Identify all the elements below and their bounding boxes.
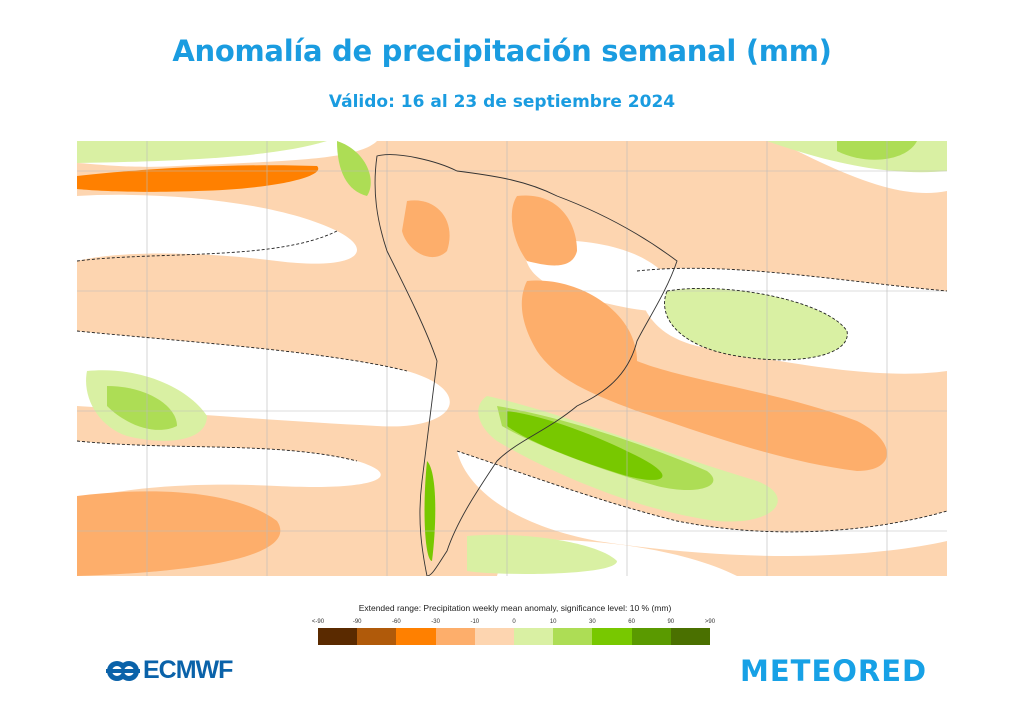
legend-swatch <box>553 628 593 645</box>
ecmwf-logo-text: ECMWF <box>143 656 233 684</box>
precipitation-anomaly-map <box>77 141 947 576</box>
legend-tick: 60 <box>628 619 635 625</box>
legend-tick: -60 <box>392 619 401 625</box>
legend-tick: 90 <box>667 619 675 625</box>
legend-tick: 30 <box>589 619 596 625</box>
legend-swatch <box>357 628 397 645</box>
legend-tick: >90 <box>704 619 716 625</box>
legend-swatch <box>396 628 436 645</box>
south-america-coastline <box>374 154 678 576</box>
dry-moderate-areas <box>77 195 887 576</box>
validity-subtitle: Válido: 16 al 23 de septiembre 2024 <box>328 92 676 112</box>
legend-tick: 10 <box>549 619 557 625</box>
significance-contours <box>77 230 947 533</box>
legend-tick: -90 <box>352 619 362 625</box>
page-title: Anomalía de precipitación semanal (mm) <box>172 34 832 68</box>
legend-swatch <box>514 628 554 645</box>
legend-swatch <box>474 628 515 645</box>
legend-swatch <box>631 628 671 645</box>
legend-swatch <box>670 628 711 645</box>
ecmwf-logo: ECMWF <box>106 656 233 685</box>
legend-tick: -10 <box>470 619 480 625</box>
legend-title: Extended range: Precipitation weekly mea… <box>358 603 672 613</box>
dry-strong-areas <box>77 165 319 192</box>
legend-swatch <box>592 628 632 645</box>
ecmwf-emblem-icon <box>106 660 140 681</box>
legend-swatch <box>318 628 358 645</box>
legend-tick: 0 <box>512 619 516 625</box>
legend-ticks: <-90 -90 -60 -30 -10 0 10 30 60 90 >90 <box>312 619 715 627</box>
legend-color-bar <box>318 628 711 645</box>
legend-tick: -30 <box>431 619 440 625</box>
legend-tick: <-90 <box>311 619 325 625</box>
legend-swatch <box>435 628 475 645</box>
meteored-logo: METEORED <box>740 654 928 688</box>
graticule <box>77 141 947 576</box>
